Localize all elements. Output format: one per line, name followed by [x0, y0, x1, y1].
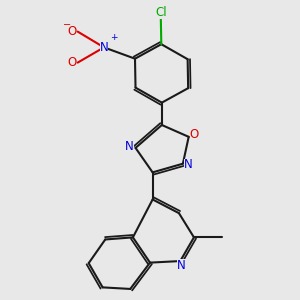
Text: N: N — [100, 41, 108, 54]
Text: −: − — [63, 20, 71, 30]
Text: O: O — [67, 56, 76, 69]
Text: N: N — [125, 140, 134, 153]
Text: N: N — [184, 158, 193, 172]
Text: N: N — [177, 259, 186, 272]
Text: O: O — [67, 25, 76, 38]
Text: +: + — [110, 33, 118, 42]
Text: Cl: Cl — [155, 6, 166, 19]
Text: O: O — [190, 128, 199, 141]
